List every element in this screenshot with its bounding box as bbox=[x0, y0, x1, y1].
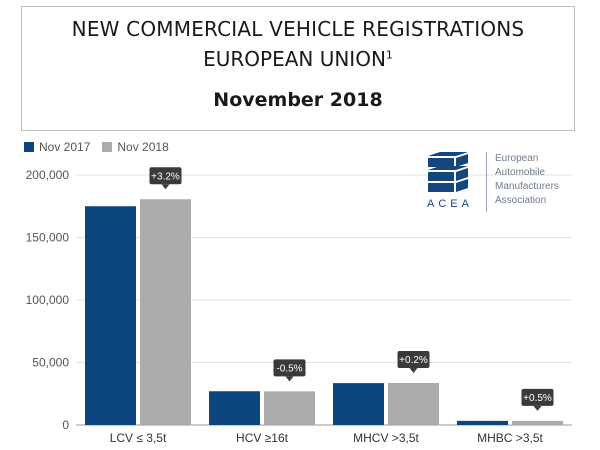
y-tick-label-150-000: 150,000 bbox=[26, 231, 70, 245]
logo-divider bbox=[486, 152, 487, 212]
change-callout-pointer-hcv-16t bbox=[285, 376, 294, 382]
y-tick-label-50-000: 50,000 bbox=[32, 356, 69, 370]
legend-label-nov-2017: Nov 2017 bbox=[39, 140, 91, 154]
y-tick-label-0: 0 bbox=[62, 418, 69, 432]
title-panel: NEW COMMERCIAL VEHICLE REGISTRATIONS EUR… bbox=[21, 6, 575, 131]
change-callout-box-hcv-16t bbox=[273, 359, 306, 377]
bars bbox=[85, 199, 563, 425]
change-callouts: +3.2% -0.5% +0.2% +0.5% bbox=[149, 167, 554, 411]
change-callout-box-mhcv-3-5t bbox=[397, 351, 430, 368]
axis-labels: 0 50,000 100,000 150,000 200,000 LCV ≤ 3,5t HC… bbox=[26, 168, 544, 445]
change-callout-pointer-mhcv-3-5t bbox=[409, 368, 418, 373]
chart-period: November 2018 bbox=[213, 89, 383, 111]
x-category-label-hcv-16t: HCV ≥16t bbox=[236, 431, 289, 445]
bar-nov-2017-mhbc-3-5t bbox=[457, 420, 508, 425]
chart-title-line-2: EUROPEAN UNION1 bbox=[22, 47, 574, 71]
bar-nov-2017-hcv-16t bbox=[209, 391, 260, 425]
change-callout-pointer-lcv-3-5t bbox=[161, 184, 170, 190]
y-tick-label-100-000: 100,000 bbox=[26, 293, 70, 307]
acea-name-line-1: European bbox=[495, 153, 539, 164]
legend-item-nov-2017: Nov 2017 bbox=[24, 140, 90, 154]
bar-nov-2018-lcv-3-5t bbox=[140, 199, 191, 425]
footnote-mark: 1 bbox=[385, 48, 393, 62]
y-tick-label-200-000: 200,000 bbox=[26, 168, 70, 182]
acea-name-line-2: Automobile bbox=[495, 167, 546, 178]
chart-title-line-1: NEW COMMERCIAL VEHICLE REGISTRATIONS bbox=[71, 17, 525, 41]
acea-full-name: European Automobile Manufacturers Associ… bbox=[495, 152, 559, 208]
acea-name-line-3: Manufacturers bbox=[495, 181, 559, 192]
change-label-mhcv-3-5t: +0.2% bbox=[399, 355, 428, 366]
change-callout-box-mhbc-3-5t bbox=[521, 388, 554, 406]
legend-item-nov-2018: Nov 2018 bbox=[102, 140, 169, 154]
acea-logo: ACEA European Automobile Manufacturers A… bbox=[424, 150, 584, 216]
legend: Nov 2017 Nov 2018 bbox=[24, 140, 181, 154]
change-callout-pointer-mhbc-3-5t bbox=[533, 405, 542, 411]
acea-name-line-4: Association bbox=[495, 195, 547, 206]
bar-nov-2017-lcv-3-5t bbox=[85, 206, 136, 425]
chart-title-region: EUROPEAN UNION bbox=[203, 47, 386, 71]
bar-nov-2018-mhcv-3-5t bbox=[388, 383, 439, 425]
legend-label-nov-2018: Nov 2018 bbox=[117, 140, 169, 154]
bar-nov-2017-mhcv-3-5t bbox=[333, 383, 384, 425]
bar-nov-2018-hcv-16t bbox=[264, 391, 315, 425]
acea-wordmark: ACEA bbox=[427, 198, 473, 210]
x-category-label-mhcv-3-5t: MHCV >3,5t bbox=[353, 431, 419, 445]
legend-swatch-nov-2018 bbox=[102, 142, 113, 152]
change-label-mhbc-3-5t: +0.5% bbox=[523, 393, 552, 404]
acea-emblem-icon bbox=[428, 152, 468, 192]
legend-swatch-nov-2017 bbox=[24, 142, 34, 152]
bar-nov-2018-mhbc-3-5t bbox=[512, 420, 563, 425]
change-label-hcv-16t: -0.5% bbox=[276, 363, 302, 374]
x-category-label-mhbc-3-5t: MHBC >3,5t bbox=[477, 431, 543, 445]
change-callout-box-lcv-3-5t bbox=[149, 167, 182, 185]
x-category-label-lcv-3-5t: LCV ≤ 3,5t bbox=[110, 431, 167, 445]
change-label-lcv-3-5t: +3.2% bbox=[151, 171, 180, 182]
